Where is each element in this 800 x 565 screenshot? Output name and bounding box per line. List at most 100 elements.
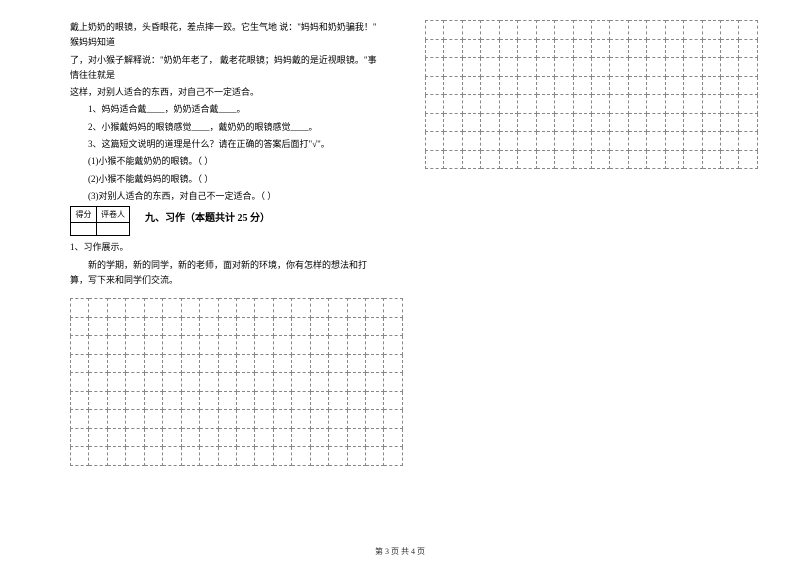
grid-cell xyxy=(610,21,628,40)
grid-cell xyxy=(273,354,291,373)
grid-cell xyxy=(721,95,739,114)
grid-cell xyxy=(181,447,199,466)
grid-cell xyxy=(163,299,181,318)
grid-cell xyxy=(573,58,591,77)
grid-cell xyxy=(702,21,720,40)
grid-cell xyxy=(628,132,646,151)
grid-cell xyxy=(481,21,499,40)
grid-cell xyxy=(591,76,609,95)
grid-cell xyxy=(218,428,236,447)
grid-cell xyxy=(499,76,517,95)
grid-cell xyxy=(218,373,236,392)
grid-cell xyxy=(462,76,480,95)
question-3b: (2)小猴不能戴妈妈的眼镜。（ ） xyxy=(70,172,385,187)
grid-cell xyxy=(462,21,480,40)
grid-cell xyxy=(444,95,462,114)
grid-cell xyxy=(71,391,89,410)
grid-cell xyxy=(481,113,499,132)
grid-cell xyxy=(384,317,403,336)
grid-cell xyxy=(71,299,89,318)
grid-cell xyxy=(536,132,554,151)
grid-cell xyxy=(665,76,683,95)
passage-line-3: 这样，对别人适合的东西，对自己不一定适合。 xyxy=(70,85,385,100)
grid-cell xyxy=(273,428,291,447)
grid-cell xyxy=(200,299,218,318)
score-section: 得分 评卷人 九、习作（本题共计 25 分） xyxy=(70,206,385,236)
grid-cell xyxy=(721,21,739,40)
grid-cell xyxy=(426,39,444,58)
grid-cell xyxy=(573,95,591,114)
grid-cell xyxy=(347,410,365,429)
grid-cell xyxy=(481,132,499,151)
question-3: 3、这篇短文说明的道理是什么？请在正确的答案后面打"√"。 xyxy=(70,137,385,152)
grid-cell xyxy=(181,428,199,447)
grid-cell xyxy=(255,447,273,466)
grid-cell xyxy=(329,299,347,318)
grid-cell xyxy=(236,299,254,318)
grid-cell xyxy=(181,336,199,355)
grid-cell xyxy=(255,391,273,410)
grid-cell xyxy=(347,354,365,373)
grid-cell xyxy=(555,39,573,58)
grid-cell xyxy=(126,336,144,355)
grid-cell xyxy=(310,317,328,336)
grid-cell xyxy=(218,299,236,318)
grid-cell xyxy=(444,76,462,95)
grid-cell xyxy=(481,95,499,114)
grid-cell xyxy=(273,447,291,466)
grid-cell xyxy=(366,354,384,373)
grid-cell xyxy=(107,317,125,336)
grid-cell xyxy=(721,150,739,169)
grid-cell xyxy=(292,447,310,466)
grid-cell xyxy=(200,428,218,447)
grid-cell xyxy=(292,354,310,373)
grid-cell xyxy=(555,132,573,151)
grid-cell xyxy=(610,113,628,132)
grid-cell xyxy=(721,58,739,77)
grid-cell xyxy=(366,336,384,355)
grid-cell xyxy=(384,354,403,373)
grid-cell xyxy=(236,373,254,392)
grid-cell xyxy=(126,317,144,336)
grid-cell xyxy=(665,39,683,58)
grid-cell xyxy=(536,58,554,77)
grid-cell xyxy=(126,447,144,466)
page-container: 戴上奶奶的眼镜，头昏眼花，差点摔一跤。它生气地 说："妈妈和奶奶骗我！" 猴妈妈… xyxy=(0,0,800,530)
grid-cell xyxy=(536,113,554,132)
grid-cell xyxy=(329,428,347,447)
grid-cell xyxy=(71,428,89,447)
grid-cell xyxy=(610,58,628,77)
grid-cell xyxy=(444,113,462,132)
grid-cell xyxy=(163,336,181,355)
writing-prompt-text: 新的学期，新的同学，新的老师，面对新的环境，你有怎样的想法和打 算，写下来和同学… xyxy=(70,258,385,289)
grid-cell xyxy=(236,354,254,373)
grid-cell xyxy=(163,373,181,392)
score-table: 得分 评卷人 xyxy=(70,206,130,236)
grid-cell xyxy=(684,95,702,114)
grid-cell xyxy=(518,113,536,132)
grid-cell xyxy=(555,150,573,169)
grid-cell xyxy=(347,428,365,447)
grid-cell xyxy=(200,410,218,429)
grid-cell xyxy=(126,354,144,373)
writing-prompt-label: 1、习作展示。 xyxy=(70,240,385,255)
grid-cell xyxy=(573,39,591,58)
grid-cell xyxy=(518,150,536,169)
grid-cell xyxy=(71,410,89,429)
grid-cell xyxy=(310,354,328,373)
grid-cell xyxy=(684,150,702,169)
grid-cell xyxy=(347,373,365,392)
grid-cell xyxy=(628,21,646,40)
grid-cell xyxy=(255,354,273,373)
grid-cell xyxy=(107,299,125,318)
grid-cell xyxy=(610,132,628,151)
grid-cell xyxy=(163,317,181,336)
grid-cell xyxy=(310,428,328,447)
grid-cell xyxy=(647,150,665,169)
grid-cell xyxy=(684,58,702,77)
grid-cell xyxy=(89,354,107,373)
grid-cell xyxy=(89,299,107,318)
grid-cell xyxy=(518,21,536,40)
grid-cell xyxy=(236,336,254,355)
grid-cell xyxy=(163,428,181,447)
